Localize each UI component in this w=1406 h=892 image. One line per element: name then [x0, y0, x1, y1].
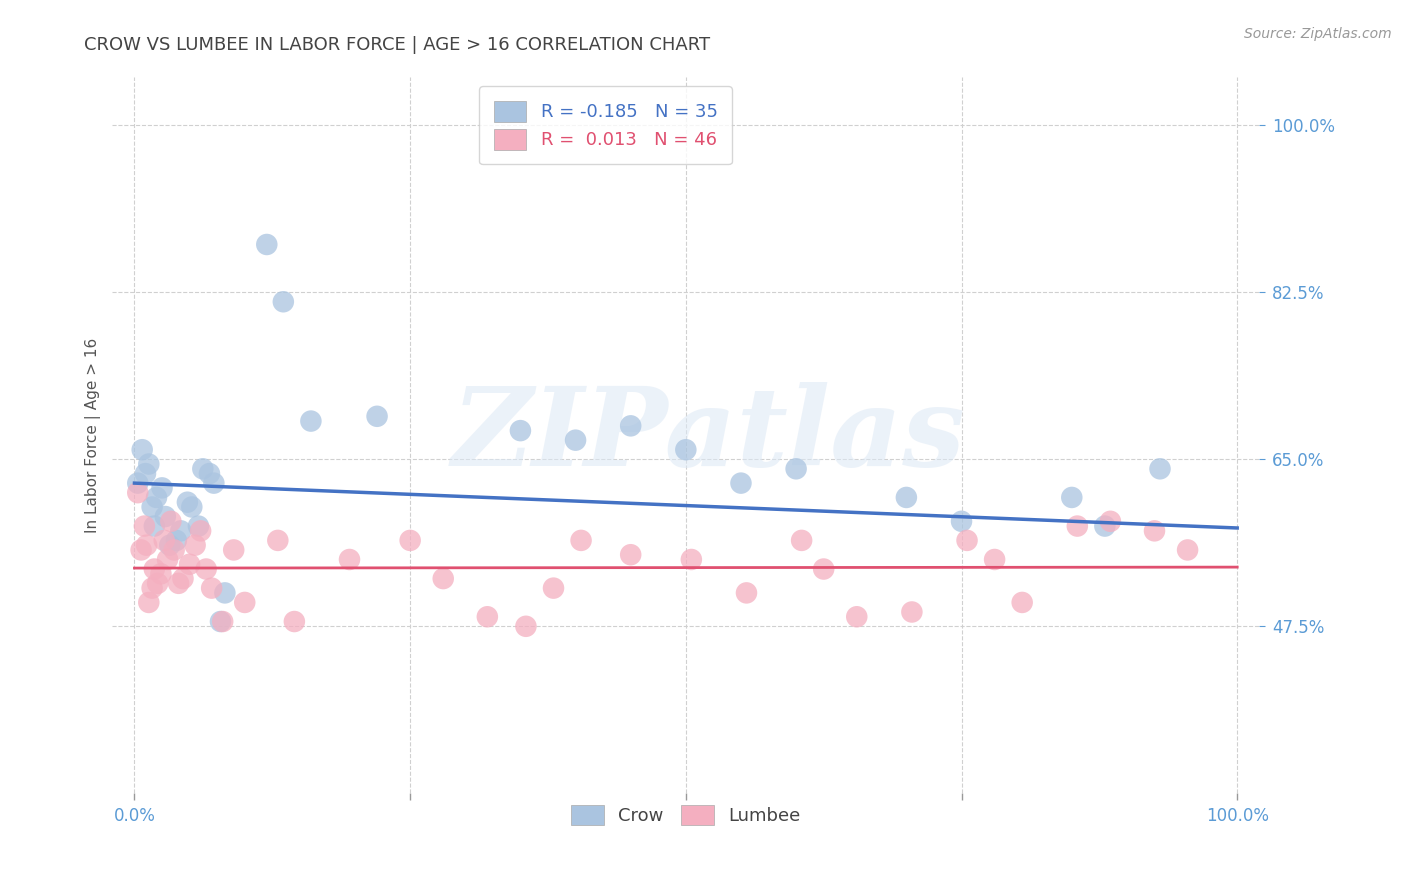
Point: [477, 609, 499, 624]
Point: [146, 576, 169, 591]
Point: [156, 552, 179, 566]
Point: [160, 514, 183, 528]
Point: [785, 462, 807, 476]
Point: [256, 237, 278, 252]
Point: [150, 481, 173, 495]
Point: [730, 476, 752, 491]
Point: [145, 491, 167, 505]
Point: [1011, 595, 1033, 609]
Point: [901, 605, 924, 619]
Text: CROW VS LUMBEE IN LABOR FORCE | AGE > 16 CORRELATION CHART: CROW VS LUMBEE IN LABOR FORCE | AGE > 16…: [84, 36, 710, 54]
Point: [127, 485, 149, 500]
Point: [170, 524, 193, 538]
Point: [950, 514, 973, 528]
Point: [1143, 524, 1166, 538]
Point: [202, 476, 225, 491]
Point: [134, 467, 156, 481]
Point: [155, 509, 177, 524]
Point: [191, 462, 214, 476]
Point: [1094, 519, 1116, 533]
Point: [209, 615, 232, 629]
Point: [896, 491, 918, 505]
Point: [267, 533, 290, 548]
Point: [432, 572, 454, 586]
Text: Source: ZipAtlas.com: Source: ZipAtlas.com: [1244, 27, 1392, 41]
Point: [143, 562, 166, 576]
Point: [543, 581, 565, 595]
Point: [845, 609, 868, 624]
Point: [620, 418, 643, 433]
Point: [159, 538, 181, 552]
Point: [201, 581, 224, 595]
Point: [176, 495, 198, 509]
Point: [1060, 491, 1083, 505]
Point: [1099, 514, 1122, 528]
Point: [195, 562, 218, 576]
Point: [299, 414, 322, 428]
Point: [273, 294, 295, 309]
Point: [198, 467, 221, 481]
Point: [129, 543, 152, 558]
Point: [339, 552, 361, 566]
Point: [1149, 462, 1171, 476]
Point: [675, 442, 697, 457]
Y-axis label: In Labor Force | Age > 16: In Labor Force | Age > 16: [86, 338, 101, 533]
Point: [233, 595, 256, 609]
Point: [681, 552, 703, 566]
Point: [1177, 543, 1199, 558]
Legend: Crow, Lumbee: Crow, Lumbee: [562, 796, 810, 834]
Point: [366, 409, 388, 424]
Point: [515, 619, 537, 633]
Point: [187, 519, 209, 533]
Point: [138, 595, 160, 609]
Point: [184, 538, 207, 552]
Point: [790, 533, 813, 548]
Point: [564, 433, 586, 447]
Point: [211, 615, 233, 629]
Point: [138, 457, 160, 471]
Point: [131, 442, 153, 457]
Point: [399, 533, 422, 548]
Point: [180, 500, 202, 514]
Point: [509, 424, 531, 438]
Point: [983, 552, 1005, 566]
Point: [167, 576, 190, 591]
Point: [153, 533, 176, 548]
Point: [735, 586, 758, 600]
Point: [956, 533, 979, 548]
Point: [222, 543, 245, 558]
Point: [141, 581, 163, 595]
Point: [569, 533, 592, 548]
Point: [172, 572, 194, 586]
Point: [127, 476, 149, 491]
Point: [620, 548, 643, 562]
Point: [134, 519, 156, 533]
Point: [149, 566, 172, 581]
Point: [179, 558, 201, 572]
Text: ZIPatlas: ZIPatlas: [451, 382, 966, 489]
Point: [1066, 519, 1088, 533]
Point: [283, 615, 305, 629]
Point: [163, 543, 186, 558]
Point: [141, 500, 163, 514]
Point: [135, 538, 157, 552]
Point: [165, 533, 187, 548]
Point: [214, 586, 236, 600]
Point: [813, 562, 835, 576]
Point: [190, 524, 212, 538]
Point: [143, 519, 166, 533]
